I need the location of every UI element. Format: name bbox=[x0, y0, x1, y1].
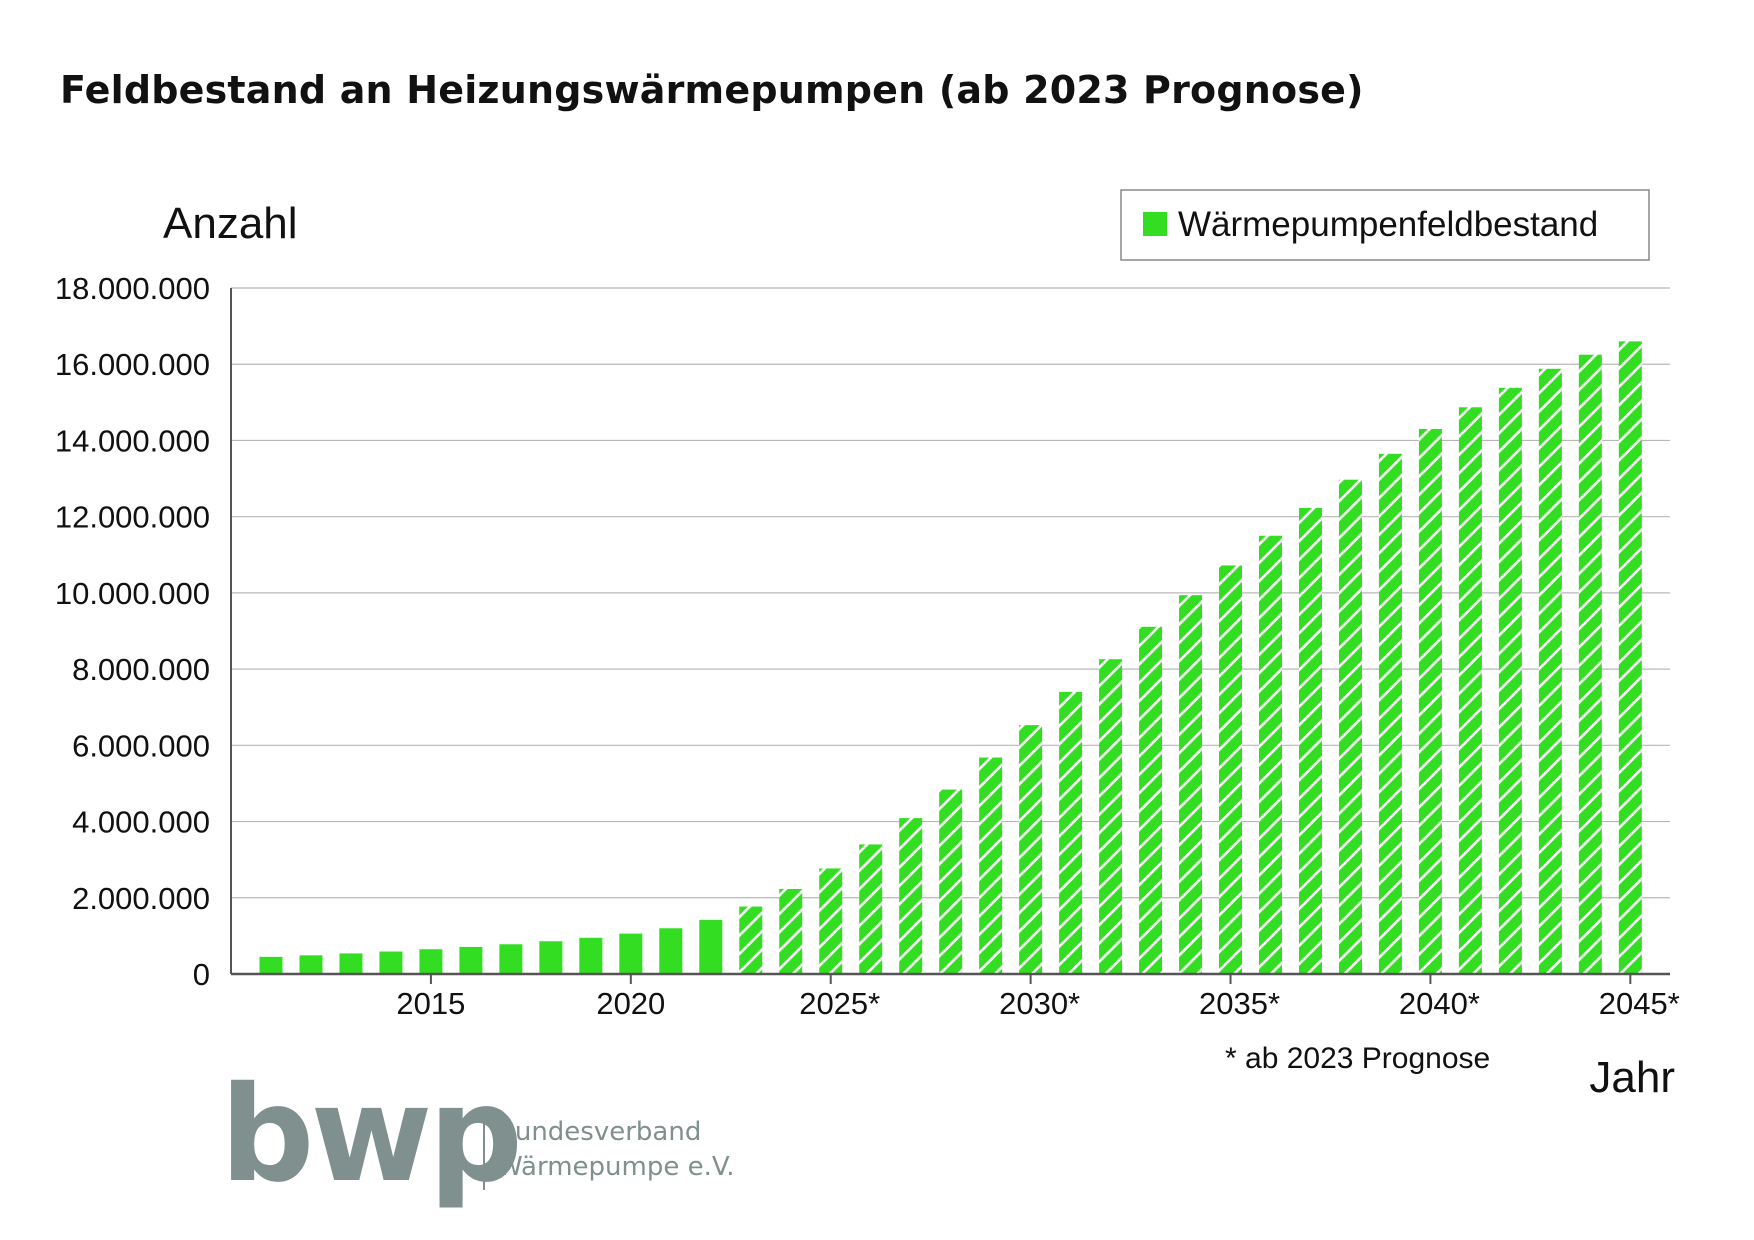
bar bbox=[699, 919, 723, 974]
x-tick-label: 2020 bbox=[596, 986, 665, 1021]
bar-forecast bbox=[979, 757, 1003, 974]
bar-forecast bbox=[939, 789, 963, 974]
bar-forecast bbox=[1099, 659, 1123, 974]
bar-forecast bbox=[1578, 354, 1602, 974]
bar-forecast bbox=[1059, 691, 1083, 974]
y-tick-label: 8.000.000 bbox=[72, 652, 210, 687]
y-tick-label: 10.000.000 bbox=[55, 576, 210, 611]
bwp-logo: bwp Bundesverband Wärmepumpe e.V. bbox=[220, 1058, 735, 1212]
legend: Wärmepumpenfeldbestand bbox=[1120, 189, 1650, 261]
bar-forecast bbox=[1418, 429, 1442, 974]
bars bbox=[259, 341, 1642, 975]
bar-forecast bbox=[1179, 595, 1203, 974]
y-tick-label: 2.000.000 bbox=[72, 881, 210, 916]
bar-forecast bbox=[1219, 565, 1243, 974]
y-tick-label: 6.000.000 bbox=[72, 728, 210, 763]
legend-swatch bbox=[1143, 212, 1167, 236]
y-tick-label: 14.000.000 bbox=[55, 423, 210, 458]
y-axis-title: Anzahl bbox=[163, 199, 298, 248]
bar bbox=[299, 955, 323, 974]
logo-line-1: Bundesverband bbox=[497, 1117, 701, 1147]
bar bbox=[619, 933, 643, 974]
bar-forecast bbox=[859, 844, 883, 974]
x-tick-label: 2045* bbox=[1599, 986, 1680, 1021]
y-tick-label: 12.000.000 bbox=[55, 500, 210, 535]
bar-forecast bbox=[1378, 453, 1402, 974]
bar-forecast bbox=[1338, 479, 1362, 974]
legend-box bbox=[1120, 189, 1650, 261]
bar-forecast bbox=[1538, 368, 1562, 975]
x-tick-label: 2025* bbox=[799, 986, 880, 1021]
y-tick-labels: 0 2.000.000 4.000.000 6.000.000 8.000.000 10.… bbox=[55, 271, 210, 992]
legend-label: Wärmepumpenfeldbestand bbox=[1178, 205, 1598, 244]
x-tick-label: 2040* bbox=[1399, 986, 1480, 1021]
y-tick-label: 16.000.000 bbox=[55, 347, 210, 382]
bar-forecast bbox=[1259, 535, 1282, 974]
y-tick-label: 0 bbox=[193, 957, 210, 992]
bar bbox=[259, 956, 283, 974]
x-tick-label: 2015 bbox=[396, 986, 465, 1021]
bar bbox=[459, 946, 483, 974]
logo-line-2: Wärmepumpe e.V. bbox=[497, 1152, 735, 1182]
bar bbox=[539, 941, 563, 974]
bar-forecast bbox=[1019, 725, 1043, 974]
x-axis-title: Jahr bbox=[1589, 1053, 1675, 1102]
bar-forecast bbox=[779, 889, 803, 974]
bar-forecast bbox=[899, 818, 923, 974]
bar-forecast bbox=[1498, 387, 1522, 975]
bar-forecast bbox=[1618, 341, 1642, 974]
bar-forecast bbox=[1458, 407, 1482, 974]
x-tick-labels: 2015 2020 2025* 2030* 2035* 2040* 2045* bbox=[396, 974, 1680, 1021]
x-tick-label: 2030* bbox=[999, 986, 1080, 1021]
bar bbox=[339, 953, 363, 974]
forecast-footnote: * ab 2023 Prognose bbox=[1225, 1042, 1490, 1075]
x-tick-label: 2035* bbox=[1199, 986, 1280, 1021]
bar bbox=[419, 949, 443, 974]
y-tick-label: 18.000.000 bbox=[55, 271, 210, 306]
chart-title: Feldbestand an Heizungswärmepumpen (ab 2… bbox=[60, 68, 1364, 112]
bar-forecast bbox=[1139, 626, 1163, 974]
bar bbox=[499, 944, 523, 974]
bar-forecast bbox=[739, 906, 763, 974]
bar bbox=[579, 937, 603, 974]
bwp-logo-mark: bwp bbox=[220, 1058, 519, 1212]
y-tick-label: 4.000.000 bbox=[72, 805, 210, 840]
bar-forecast bbox=[1298, 507, 1322, 974]
bar-forecast bbox=[819, 868, 843, 974]
bar bbox=[379, 951, 403, 974]
bar bbox=[659, 928, 683, 974]
